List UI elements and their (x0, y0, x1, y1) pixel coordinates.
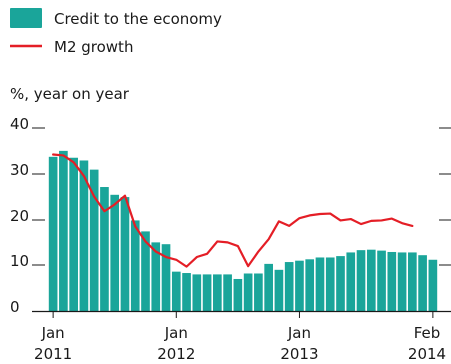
x-tick-label-line1: Jan (164, 324, 188, 342)
bar-credit (274, 269, 284, 311)
bar-credit (120, 197, 130, 311)
bar-credit (192, 274, 202, 311)
bars-group (48, 150, 438, 312)
x-tick-label-line2: 2014 (408, 345, 446, 363)
x-tick-label-line2: 2012 (157, 345, 195, 363)
bar-credit (346, 252, 356, 311)
bar-credit (336, 256, 345, 311)
y-tick-label: 0 (10, 298, 20, 316)
bar-credit (254, 273, 263, 311)
bar-credit (315, 257, 325, 311)
bar-credit (59, 150, 68, 312)
bar-credit (428, 259, 438, 311)
bar-credit (418, 255, 427, 311)
bar-credit (213, 274, 222, 311)
bar-credit (141, 231, 150, 311)
x-tick-label-line1: Jan (41, 324, 65, 342)
legend-label-credit: Credit to the economy (54, 10, 222, 28)
bar-credit (100, 187, 109, 311)
bar-credit (223, 274, 232, 311)
y-tick-label: 30 (10, 161, 29, 179)
bar-credit (243, 273, 253, 311)
x-axis-labels: Jan 2011 Jan 2012 Jan 2013 Feb 2014 (34, 324, 446, 363)
bar-credit (79, 160, 89, 311)
legend-label-m2: M2 growth (54, 38, 133, 56)
x-tick-label-line2: 2013 (280, 345, 318, 363)
line-m2-growth (52, 153, 414, 268)
bar-credit (305, 259, 315, 311)
bar-credit (171, 271, 181, 311)
bar-credit (295, 260, 304, 311)
legend: Credit to the economy M2 growth (10, 8, 222, 56)
bar-credit (48, 156, 58, 311)
x-tick-label-line1: Feb (414, 324, 441, 342)
line-group (52, 153, 414, 268)
axes-group (32, 310, 451, 318)
bar-credit (182, 273, 191, 311)
bar-credit (284, 262, 294, 311)
y-tick-label: 10 (10, 252, 29, 270)
x-tick-label-line1: Jan (287, 324, 311, 342)
y-axis-unit-label: %, year on year (10, 85, 130, 103)
y-tick-label: 40 (10, 115, 29, 133)
bar-credit (110, 194, 120, 311)
y-tick-label: 20 (10, 207, 29, 225)
bar-credit (151, 242, 161, 312)
bar-credit (366, 249, 376, 311)
bar-credit (377, 250, 386, 311)
y-axis: 40 30 20 10 0 (10, 115, 451, 316)
bar-credit (397, 252, 407, 311)
bar-credit (89, 169, 99, 311)
bar-credit (69, 157, 78, 311)
bar-credit (130, 220, 140, 311)
bar-credit (161, 244, 171, 311)
bar-credit (408, 252, 417, 311)
bar-credit (387, 251, 397, 311)
legend-swatch-credit (10, 8, 42, 28)
bar-credit (264, 263, 273, 311)
bar-credit (356, 250, 366, 311)
bar-credit (202, 274, 212, 311)
bar-credit (233, 278, 243, 311)
x-tick-label-line2: 2011 (34, 345, 72, 363)
bar-credit (325, 257, 335, 311)
